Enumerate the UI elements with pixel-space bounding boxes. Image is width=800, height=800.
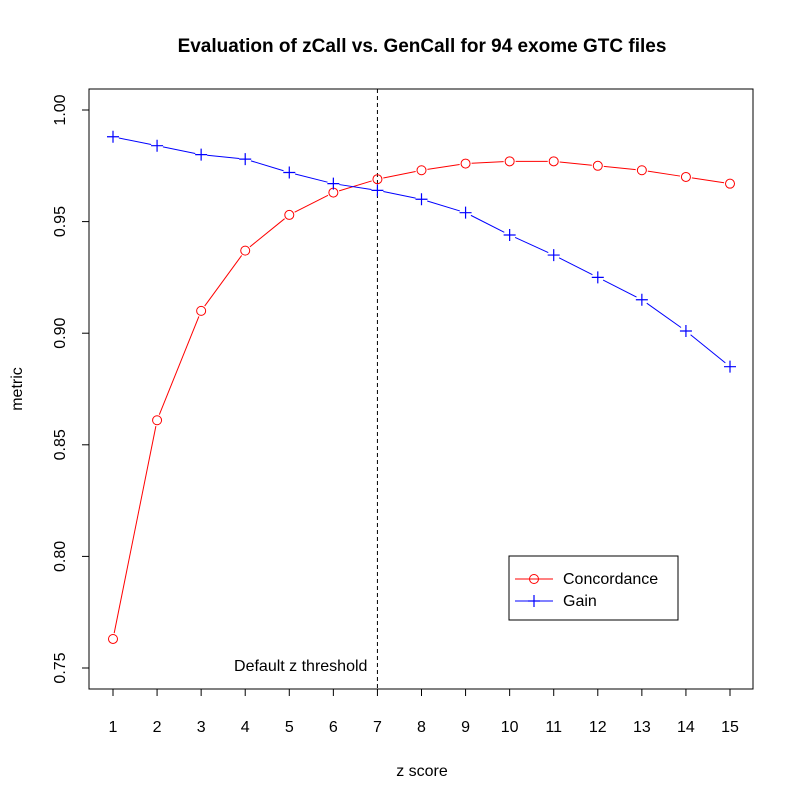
series-segment — [427, 200, 460, 212]
series-segment — [602, 279, 637, 298]
x-tick-label: 1 — [109, 719, 118, 736]
y-tick-label: 0.80 — [52, 541, 69, 572]
series-segment — [204, 255, 243, 307]
data-point — [195, 148, 208, 161]
data-point — [239, 153, 252, 166]
series-segment — [294, 194, 329, 213]
data-point — [591, 271, 604, 284]
legend-box — [508, 555, 679, 621]
legend-label: Concordance — [563, 571, 658, 588]
data-point — [240, 245, 251, 256]
series-segment — [383, 191, 416, 199]
data-point — [371, 184, 384, 197]
data-point — [372, 174, 383, 185]
x-tick-label: 3 — [197, 719, 206, 736]
x-tick-label: 12 — [589, 719, 607, 736]
y-tick-label: 1.00 — [52, 94, 69, 125]
legend-marker — [528, 595, 540, 607]
reference-line-group: Default z threshold — [234, 89, 378, 689]
data-point — [548, 156, 559, 167]
data-point — [284, 209, 295, 220]
x-axis: 1 2 3 4 5 6 7 8 9 10 11 12 13 14 15 — [109, 688, 739, 736]
data-point — [636, 165, 647, 176]
y-tick-label: 0.75 — [52, 652, 69, 683]
y-tick-label: 0.95 — [52, 206, 69, 237]
x-tick-label: 13 — [633, 719, 651, 736]
series-segment — [118, 137, 152, 146]
legend: Concordance Gain — [508, 555, 679, 621]
y-tick-label: 0.85 — [52, 429, 69, 460]
data-point — [196, 305, 207, 316]
series-segment — [427, 163, 460, 170]
series-gain — [107, 130, 736, 373]
series-segment — [603, 165, 636, 171]
series-segment — [207, 154, 240, 159]
data-point — [503, 228, 516, 241]
data-point — [416, 165, 427, 176]
series-segment — [294, 173, 328, 183]
chart-title: Evaluation of zCall vs. GenCall for 94 e… — [178, 36, 667, 57]
reference-line-label: Default z threshold — [234, 658, 367, 675]
data-point — [680, 171, 691, 182]
data-point — [152, 415, 163, 426]
data-point — [635, 293, 648, 306]
legend-label: Gain — [563, 593, 597, 610]
data-point — [679, 324, 692, 337]
data-point — [108, 633, 118, 644]
x-tick-label: 9 — [461, 719, 470, 736]
series-segment — [559, 161, 592, 166]
series-segment — [647, 170, 681, 177]
data-point — [725, 178, 735, 189]
x-axis-label: z score — [396, 763, 448, 780]
x-tick-label: 4 — [241, 719, 250, 736]
series-segment — [383, 170, 416, 179]
data-point — [460, 158, 471, 169]
x-tick-label: 2 — [153, 719, 162, 736]
series-segment — [471, 161, 504, 164]
y-axis-label: metric — [9, 367, 26, 411]
series-layer — [107, 130, 736, 644]
x-tick-label: 8 — [417, 719, 426, 736]
series-segment — [691, 177, 725, 184]
data-point — [107, 130, 119, 143]
series-segment — [690, 334, 726, 364]
series-concordance — [108, 156, 735, 644]
series-segment — [250, 160, 284, 172]
data-point — [327, 177, 340, 190]
x-tick-label: 7 — [373, 719, 382, 736]
x-tick-label: 10 — [501, 719, 519, 736]
data-point — [724, 360, 736, 373]
series-segment — [514, 237, 549, 254]
y-tick-label: 0.90 — [52, 318, 69, 349]
series-segment — [558, 257, 593, 276]
series-segment — [249, 218, 285, 248]
y-axis: 0.75 0.80 0.85 0.90 0.95 1.00 — [52, 94, 90, 684]
series-segment — [162, 146, 196, 154]
series-segment — [470, 214, 505, 233]
x-tick-label: 6 — [329, 719, 338, 736]
x-tick-label: 15 — [721, 719, 739, 736]
legend-marker — [529, 574, 539, 584]
data-point — [504, 156, 515, 167]
data-point — [592, 160, 603, 171]
data-point — [151, 139, 164, 152]
data-point — [459, 206, 472, 219]
data-point — [547, 249, 560, 262]
x-tick-label: 14 — [677, 719, 695, 736]
series-segment — [339, 184, 372, 190]
series-segment — [158, 316, 200, 415]
x-tick-label: 5 — [285, 719, 294, 736]
series-segment — [113, 426, 157, 634]
series-segment — [646, 302, 682, 328]
data-point — [283, 166, 296, 179]
data-point — [415, 193, 428, 206]
x-tick-label: 11 — [545, 719, 562, 736]
series-segment — [338, 180, 372, 192]
